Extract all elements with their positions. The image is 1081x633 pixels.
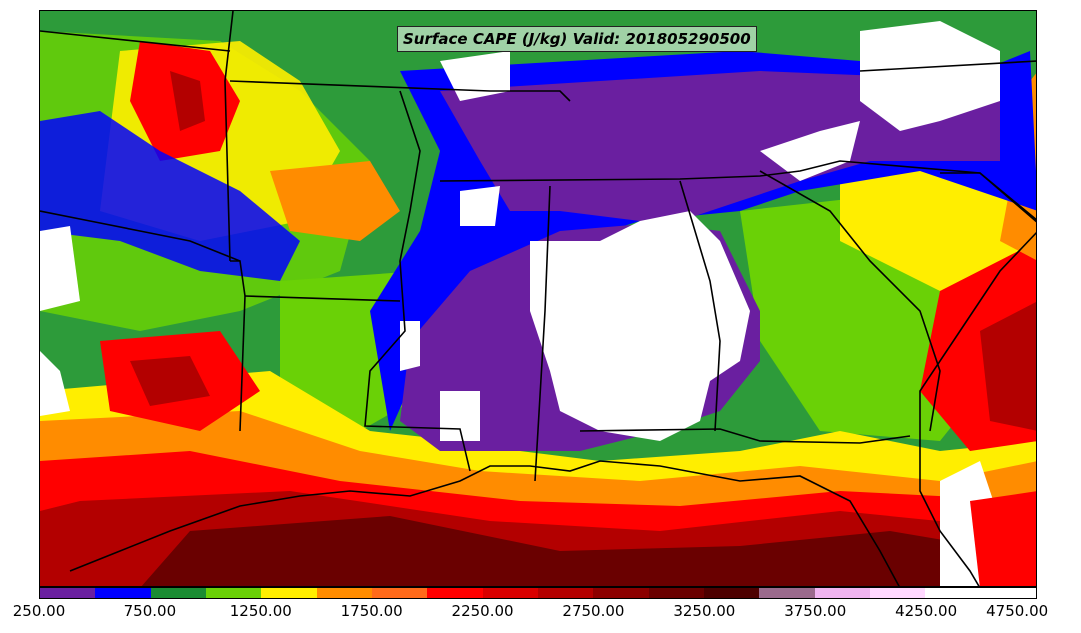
colorbar-segment	[703, 588, 760, 598]
cape-map: Surface CAPE (J/kg) Valid: 201805290500	[39, 10, 1037, 587]
colorbar-segment	[371, 588, 428, 598]
colorbar-tick-label: 4750.00	[986, 602, 1049, 620]
colorbar-segment	[95, 588, 151, 598]
colorbar-segment	[925, 588, 981, 598]
colorbar-segment	[150, 588, 206, 598]
colorbar-tick-label: 2750.00	[562, 602, 625, 620]
colorbar-tick-label: 1750.00	[340, 602, 403, 620]
colorbar-tick-label: 750.00	[123, 602, 177, 620]
colorbar-segment	[427, 588, 483, 598]
colorbar-segment	[537, 588, 594, 598]
colorbar-tick-label: 3750.00	[784, 602, 847, 620]
colorbar	[39, 587, 1037, 599]
colorbar-segment	[759, 588, 815, 598]
colorbar-segment	[205, 588, 262, 598]
colorbar-tick-label: 3250.00	[673, 602, 736, 620]
colorbar-tick-label: 2250.00	[451, 602, 514, 620]
colorbar-tick-label: 250.00	[12, 602, 66, 620]
cape-field	[40, 11, 1036, 586]
colorbar-segment	[814, 588, 870, 598]
map-title: Surface CAPE (J/kg) Valid: 201805290500	[397, 26, 757, 52]
colorbar-tick-label: 1250.00	[229, 602, 292, 620]
colorbar-segment	[261, 588, 317, 598]
colorbar-tick-label: 4250.00	[895, 602, 958, 620]
colorbar-segment	[482, 588, 538, 598]
colorbar-segment	[648, 588, 704, 598]
colorbar-segment	[40, 588, 96, 598]
colorbar-segment	[593, 588, 649, 598]
colorbar-segment	[316, 588, 372, 598]
colorbar-segment	[869, 588, 926, 598]
colorbar-segment	[980, 588, 1036, 598]
